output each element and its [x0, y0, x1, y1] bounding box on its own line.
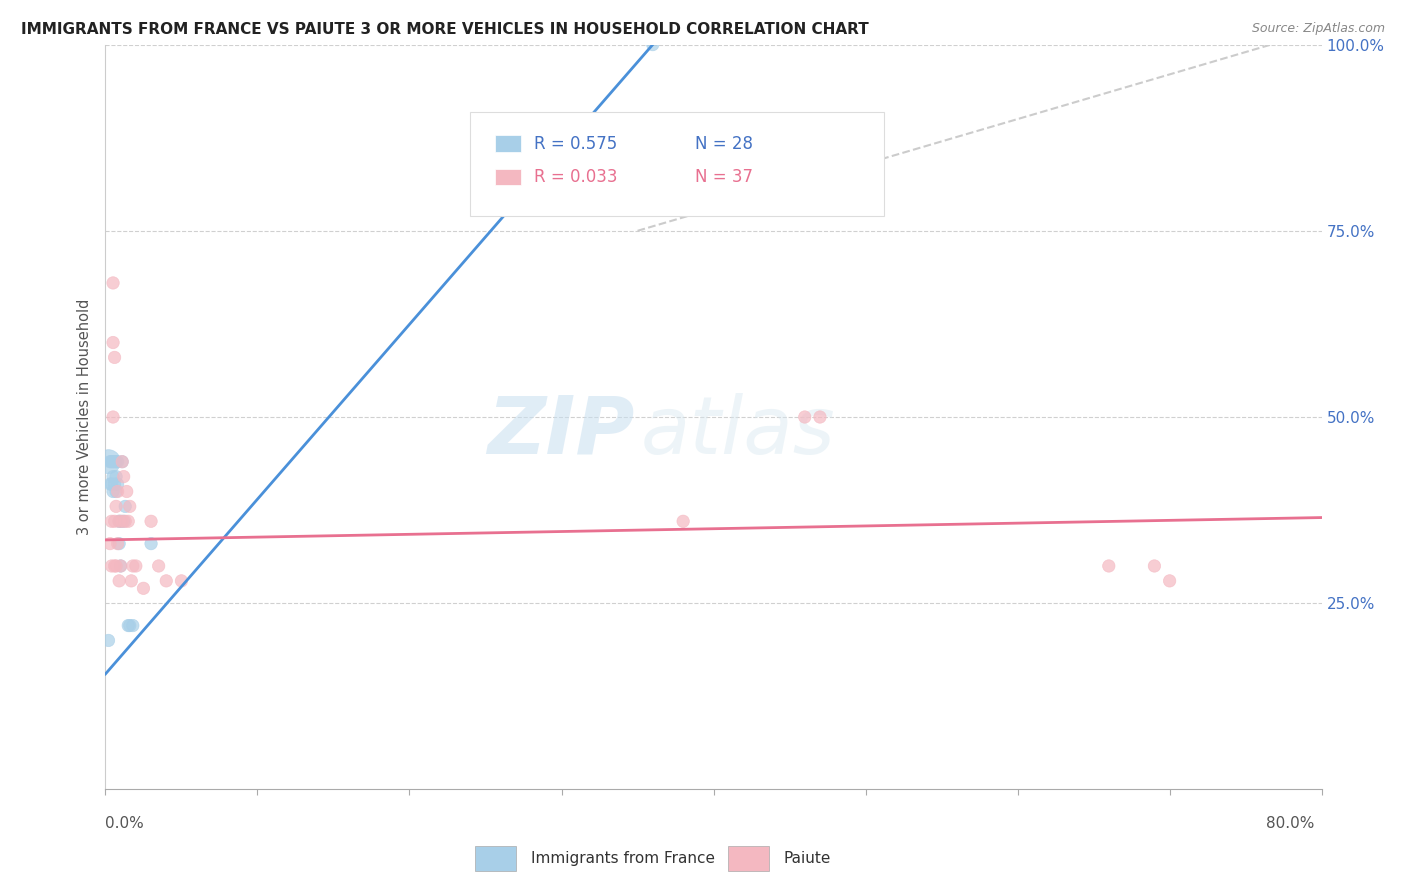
FancyBboxPatch shape [495, 169, 522, 186]
Text: Source: ZipAtlas.com: Source: ZipAtlas.com [1251, 22, 1385, 36]
Point [155, 574, 177, 588]
Point [110, 558, 132, 574]
Point [101, 410, 124, 425]
Point [118, 618, 141, 632]
Point [139, 514, 162, 528]
Point [107, 455, 129, 469]
Point [111, 514, 134, 528]
Point [105, 469, 128, 483]
Point [105, 500, 128, 514]
Point [101, 484, 124, 499]
Point [100, 558, 122, 574]
Point [100, 455, 122, 469]
Point [105, 558, 128, 574]
Point [114, 514, 136, 528]
Point [101, 335, 124, 350]
Text: IMMIGRANTS FROM FRANCE VS PAIUTE 3 OR MORE VEHICLES IN HOUSEHOLD CORRELATION CHA: IMMIGRANTS FROM FRANCE VS PAIUTE 3 OR MO… [21, 22, 869, 37]
Point [672, 514, 695, 528]
Point [641, 37, 664, 52]
FancyBboxPatch shape [495, 136, 522, 152]
Point [107, 477, 129, 491]
Point [97, 633, 120, 648]
Point [103, 558, 125, 574]
Point [101, 469, 124, 483]
Point [793, 410, 815, 425]
Point [108, 574, 131, 588]
Point [114, 500, 136, 514]
Point [103, 351, 125, 365]
Point [808, 410, 831, 425]
Point [108, 536, 131, 550]
Point [125, 558, 148, 574]
Point [1098, 558, 1121, 574]
Point [103, 455, 125, 469]
Point [110, 558, 132, 574]
FancyBboxPatch shape [470, 112, 884, 216]
Point [121, 618, 143, 632]
Point [105, 484, 128, 499]
Text: Immigrants from France: Immigrants from France [531, 851, 714, 866]
Point [108, 514, 131, 528]
Point [112, 469, 135, 483]
Point [98, 477, 121, 491]
Point [101, 276, 124, 290]
Point [108, 514, 131, 528]
Point [97, 455, 120, 469]
Text: 80.0%: 80.0% [1267, 816, 1315, 831]
Point [148, 558, 170, 574]
Point [105, 455, 128, 469]
Text: Paiute: Paiute [785, 851, 831, 866]
Point [98, 455, 121, 469]
Point [107, 536, 129, 550]
Point [112, 514, 135, 528]
Point [118, 500, 141, 514]
Point [107, 484, 129, 499]
Point [103, 477, 125, 491]
FancyBboxPatch shape [728, 847, 769, 871]
Point [100, 514, 122, 528]
FancyBboxPatch shape [475, 847, 516, 871]
Text: ZIP: ZIP [486, 392, 634, 471]
Point [111, 455, 134, 469]
Point [101, 455, 124, 469]
Point [132, 582, 155, 596]
Point [1143, 558, 1166, 574]
Point [1159, 574, 1181, 588]
Text: 0.0%: 0.0% [105, 816, 145, 831]
Point [98, 536, 121, 550]
Point [111, 455, 134, 469]
Text: N = 28: N = 28 [696, 135, 754, 153]
Point [139, 536, 162, 550]
Point [117, 618, 139, 632]
Point [121, 558, 143, 574]
Point [103, 514, 125, 528]
Text: atlas: atlas [641, 392, 835, 471]
Text: N = 37: N = 37 [696, 169, 754, 186]
Point [170, 574, 193, 588]
Y-axis label: 3 or more Vehicles in Household: 3 or more Vehicles in Household [77, 299, 93, 535]
Point [115, 484, 138, 499]
Point [110, 514, 132, 528]
Text: R = 0.033: R = 0.033 [533, 169, 617, 186]
Point [120, 574, 142, 588]
Text: R = 0.575: R = 0.575 [533, 135, 617, 153]
Point [100, 477, 122, 491]
Point [117, 514, 139, 528]
